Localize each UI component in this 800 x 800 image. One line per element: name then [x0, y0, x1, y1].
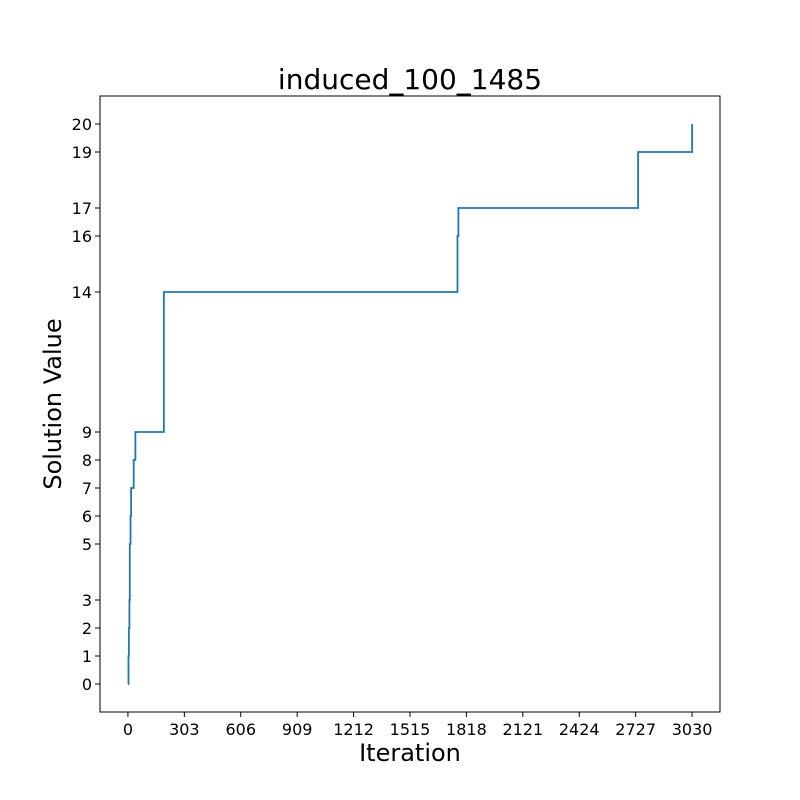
y-tick-label: 9 [82, 423, 92, 442]
x-tick-label: 2727 [615, 720, 656, 739]
y-tick-label: 8 [82, 451, 92, 470]
x-tick-label: 2121 [502, 720, 543, 739]
y-tick-label: 20 [72, 115, 92, 134]
series-line-0 [127, 124, 693, 685]
y-tick-label: 6 [82, 507, 92, 526]
x-tick-label: 3030 [672, 720, 713, 739]
x-tick-label: 303 [169, 720, 200, 739]
y-tick-label: 5 [82, 535, 92, 554]
y-tick-label: 0 [82, 675, 92, 694]
y-tick-label: 16 [72, 227, 92, 246]
plot-area [127, 124, 693, 685]
x-axis-label: Iteration [359, 739, 461, 767]
y-axis: 0 1 2 3 5 6 7 8 9 14 16 17 19 20 [72, 115, 100, 694]
y-tick-label: 1 [82, 647, 92, 666]
x-tick-label: 2424 [559, 720, 600, 739]
x-tick-label: 909 [282, 720, 313, 739]
y-axis-label: Solution Value [39, 318, 67, 489]
y-tick-label: 3 [82, 591, 92, 610]
y-tick-label: 19 [72, 143, 92, 162]
y-tick-label: 7 [82, 479, 92, 498]
y-tick-label: 17 [72, 199, 92, 218]
y-tick-label: 14 [72, 283, 92, 302]
x-tick-label: 606 [225, 720, 256, 739]
plot-frame [99, 95, 721, 713]
x-tick-label: 1515 [390, 720, 431, 739]
x-tick-label: 0 [123, 720, 133, 739]
y-tick-label: 2 [82, 619, 92, 638]
x-axis: 0 303 606 909 1212 1515 1818 2121 2424 2727 3030 [123, 712, 713, 739]
x-tick-label: 1212 [333, 720, 374, 739]
x-tick-label: 1818 [446, 720, 487, 739]
chart-title: induced_100_1485 [278, 63, 542, 96]
